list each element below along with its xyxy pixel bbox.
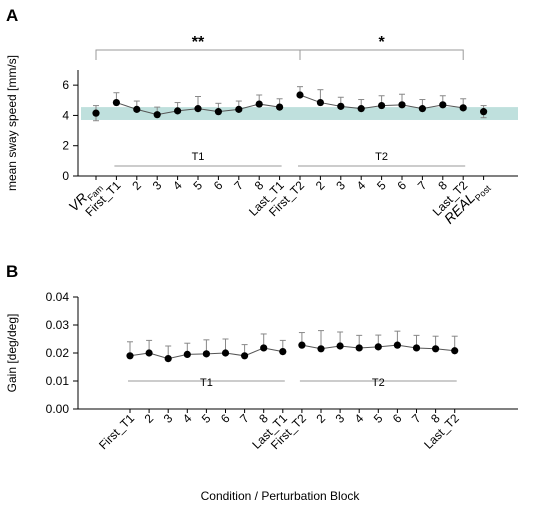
data-point (316, 98, 324, 107)
data-point (355, 344, 363, 352)
x-tick-label: 2 (313, 411, 328, 426)
data-point (451, 347, 459, 355)
y-tick-label: 0.00 (46, 402, 70, 416)
data-point (241, 352, 249, 360)
reference-band (81, 107, 518, 120)
data-point (432, 345, 440, 353)
y-tick-label: 0.02 (46, 346, 70, 360)
data-point (174, 107, 182, 115)
data-point (126, 352, 134, 360)
y-tick-label: 0.04 (46, 290, 70, 304)
y-tick-label: 0.01 (46, 374, 70, 388)
x-tick-label: Last_T2 (421, 411, 462, 452)
significance-bracket (95, 49, 301, 60)
x-axis-title: Condition / Perturbation Block (201, 489, 361, 503)
data-point (194, 105, 202, 113)
group-label: T1 (192, 151, 205, 163)
y-axis-title: mean sway speed [mm/s] (5, 55, 19, 191)
y-tick-label: 2 (62, 139, 69, 153)
data-point (374, 343, 382, 351)
data-point (398, 101, 406, 109)
data-point (235, 105, 243, 113)
x-tick-label: 6 (394, 178, 409, 193)
y-tick-label: 4 (62, 108, 69, 122)
data-point (412, 344, 421, 352)
data-point (439, 101, 447, 109)
data-point (255, 100, 263, 108)
panel-a-label: A (6, 6, 18, 25)
panel-b-chart: 0.00 0.01 0.02 0.03 0.04 Gain [deg/deg] First_… (5, 290, 518, 452)
x-tick-label: 6 (218, 411, 233, 426)
data-point (202, 350, 210, 358)
x-tick-label: 4 (354, 178, 369, 193)
data-point (112, 98, 120, 107)
x-tick-label: 5 (371, 411, 386, 426)
y-tick-label: 0.03 (46, 318, 70, 332)
data-point (214, 108, 222, 116)
data-point (480, 108, 488, 116)
x-tick-label: 7 (415, 178, 430, 193)
x-tick-label: First_T1 (96, 411, 137, 452)
y-tick-label: 6 (62, 78, 69, 92)
group-label: T2 (375, 151, 388, 163)
significance-label: ** (192, 34, 205, 51)
y-axis-title: Gain [deg/deg] (5, 314, 19, 393)
data-point (276, 103, 284, 111)
data-point (459, 104, 467, 112)
data-point (221, 349, 230, 357)
data-point (92, 109, 100, 117)
x-tick-label: 3 (333, 411, 348, 426)
x-tick-label: 6 (211, 178, 226, 193)
x-tick-label: 7 (237, 411, 252, 426)
data-point (153, 111, 161, 119)
data-point (393, 341, 401, 349)
data-point (183, 350, 191, 358)
x-tick-label: 7 (231, 178, 246, 193)
data-point (357, 105, 365, 113)
x-tick-label: 7 (409, 411, 424, 426)
data-point (260, 344, 268, 352)
x-tick-label: 2 (129, 178, 144, 193)
x-tick-label: 2 (313, 178, 328, 193)
x-tick-label: 3 (150, 178, 165, 193)
x-tick-label: 2 (142, 411, 157, 426)
x-tick-label: 3 (333, 178, 348, 193)
data-point (296, 91, 304, 99)
data-point (317, 345, 325, 353)
x-tick-label: 3 (161, 411, 176, 426)
x-tick-label: 6 (390, 411, 405, 426)
x-tick-label: 4 (352, 411, 367, 426)
data-point (133, 105, 141, 113)
x-tick-label: 5 (199, 411, 214, 426)
group-label: T1 (200, 377, 213, 389)
x-tick-label: 4 (170, 178, 185, 193)
x-tick-label: 5 (190, 178, 205, 193)
data-point (164, 355, 172, 363)
data-point (298, 341, 306, 349)
significance-label: * (378, 34, 385, 51)
data-point (279, 348, 287, 356)
x-tick-label: 4 (180, 411, 195, 426)
data-point (337, 102, 345, 110)
panel-b-label: B (6, 262, 18, 281)
y-tick-label: 0 (62, 169, 69, 183)
data-point (418, 105, 426, 113)
data-point (145, 349, 153, 357)
data-point (336, 342, 344, 350)
group-label: T2 (372, 377, 385, 389)
data-point (378, 101, 386, 110)
significance-bracket (299, 49, 464, 60)
x-tick-label: 5 (374, 178, 389, 193)
